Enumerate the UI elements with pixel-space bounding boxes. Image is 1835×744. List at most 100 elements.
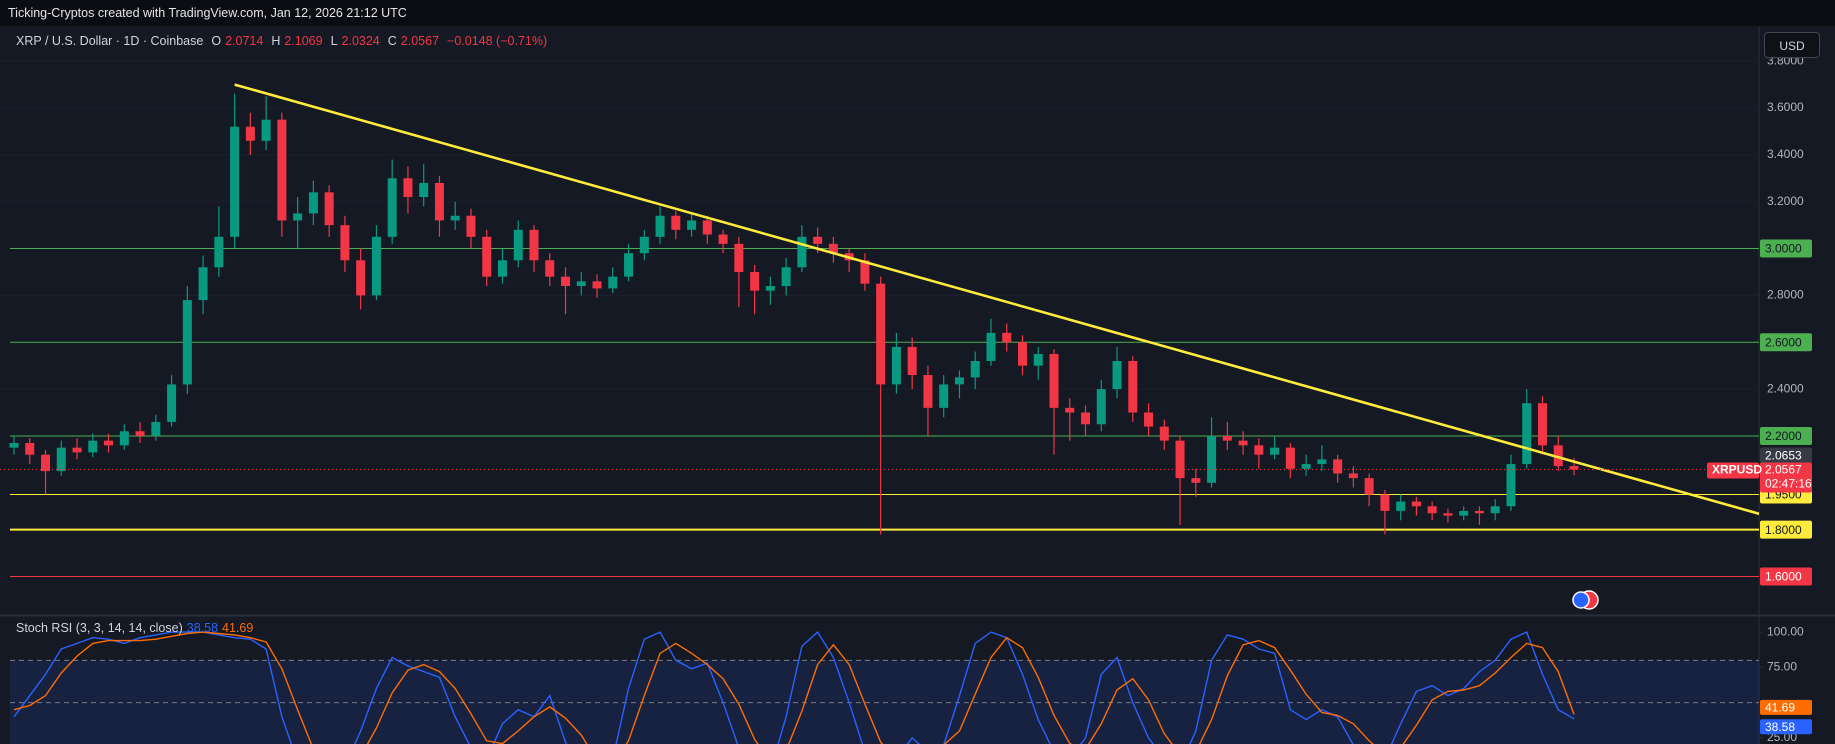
attribution-bar: Ticking-Cryptos created with TradingView…	[0, 0, 1835, 26]
level-label-box	[1760, 426, 1812, 445]
y-tick-label: 3.4000	[1767, 147, 1804, 161]
candle-body	[1002, 332, 1012, 343]
marker-price: 2.0653	[1765, 449, 1802, 463]
candle-body	[828, 243, 838, 254]
candle-body	[1017, 342, 1027, 366]
candle-body	[1081, 412, 1091, 425]
symbol-tag: XRPUSD	[1712, 463, 1762, 477]
candle-body	[1270, 447, 1280, 455]
candle-body	[876, 283, 886, 385]
candle-body	[1427, 506, 1437, 514]
candle-body	[734, 243, 744, 272]
candle-body	[750, 271, 760, 291]
candle-body	[356, 260, 366, 296]
candle-body	[41, 454, 51, 472]
candle-body	[245, 126, 255, 141]
stoch-line	[13, 631, 1575, 744]
candle-body	[561, 276, 571, 287]
ohlc-value: 2.1069	[284, 34, 323, 48]
ohlc-value: 2.0567	[400, 34, 440, 48]
candle-body	[671, 215, 681, 230]
candle-body	[419, 182, 429, 198]
ohlc-key: O	[211, 34, 222, 48]
candle-body	[1459, 510, 1469, 516]
last-price-box	[1760, 462, 1812, 493]
candle-body	[939, 384, 949, 408]
y-tick-label: 2.8000	[1767, 288, 1804, 302]
candle-body	[1301, 464, 1311, 469]
y-tick-label: 75.00	[1767, 660, 1797, 674]
stoch-legend: Stoch RSI (3, 3, 14, 14, close) 38.58 41…	[16, 621, 253, 635]
level-label-box	[1760, 520, 1812, 539]
candle-body	[25, 442, 35, 455]
stoch-title: Stoch RSI (3, 3, 14, 14, close)	[16, 621, 183, 635]
candle-body	[151, 421, 161, 436]
candle-body	[482, 236, 492, 277]
candle-body	[813, 236, 823, 244]
countdown: 02:47:16	[1765, 477, 1812, 491]
candle-body	[655, 215, 665, 237]
ohlc-key: C	[387, 34, 397, 48]
candle-body	[1396, 501, 1406, 511]
candle-body	[1506, 464, 1516, 507]
candle-body	[718, 234, 728, 244]
candle-body	[1411, 501, 1421, 507]
candle-body	[986, 332, 996, 361]
ohlc-value: 2.0714	[225, 34, 264, 48]
ohlc-key: H	[271, 34, 281, 48]
symbol-tag-box	[1707, 462, 1759, 479]
candle-body	[860, 260, 870, 284]
candle-body	[466, 215, 476, 237]
candle-body	[1474, 510, 1484, 514]
candle-body	[639, 236, 649, 254]
candle-body	[1380, 494, 1390, 511]
level-label: 2.6000	[1765, 335, 1802, 349]
candle-body	[781, 267, 791, 287]
candle-body	[1033, 353, 1043, 366]
candle-body	[529, 229, 539, 261]
level-label: 3.0000	[1765, 242, 1802, 256]
news-flag	[1572, 590, 1599, 610]
candle-body	[1254, 445, 1264, 455]
ohlc-value: 2.0324	[341, 34, 380, 48]
candle-body	[277, 119, 287, 221]
candle-body	[182, 300, 192, 385]
candle-body	[608, 276, 618, 289]
candle-body	[56, 447, 66, 472]
candle-body	[135, 431, 145, 436]
candle-body	[513, 229, 523, 261]
candle-body	[387, 178, 397, 237]
level-label-box	[1760, 333, 1812, 352]
candle-body	[797, 236, 807, 268]
candle-body	[1522, 403, 1532, 465]
candle-body	[1128, 360, 1138, 413]
candle-body	[1490, 506, 1500, 514]
d-last-label: 41.69	[1765, 701, 1795, 715]
candle-body	[970, 360, 980, 378]
candle-body	[923, 375, 933, 408]
candle-body	[702, 220, 712, 235]
candle-body	[261, 119, 271, 141]
candle-body	[576, 281, 586, 287]
candle-body	[1364, 478, 1374, 495]
candle-body	[1348, 473, 1358, 479]
y-tick-label: 3.6000	[1767, 100, 1804, 114]
currency-button[interactable]: USD	[1764, 32, 1820, 58]
symbol-title: XRP / U.S. Dollar · 1D · Coinbase	[16, 34, 204, 48]
stoch-line	[13, 631, 1575, 744]
candle-body	[1333, 459, 1343, 474]
candle-body	[1238, 440, 1248, 446]
k-value: 38.58	[186, 621, 219, 635]
candle-body	[1569, 466, 1579, 470]
ohlc-key: L	[330, 34, 338, 48]
candle-body	[687, 220, 697, 230]
marker-price-box	[1760, 447, 1812, 464]
trendline	[234, 83, 1759, 516]
candle-body	[119, 431, 129, 446]
level-label: 1.6000	[1765, 570, 1802, 584]
candle-body	[230, 126, 240, 237]
candle-body	[1096, 389, 1106, 425]
candle-body	[198, 267, 208, 301]
candle-body	[9, 442, 19, 448]
candle-body	[497, 260, 507, 277]
